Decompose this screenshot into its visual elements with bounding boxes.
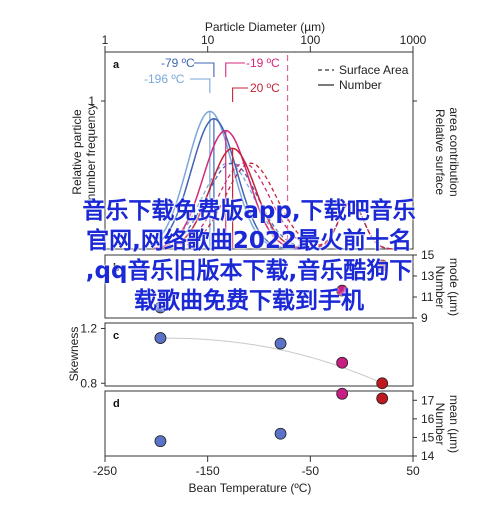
panel-a-curves <box>153 110 398 250</box>
legend-surface-area: Surface Area <box>339 63 409 77</box>
panel-a-yticks: 1 <box>88 94 417 108</box>
data-point <box>376 392 389 405</box>
bottom-axis-ticks: -250 -150 -50 50 <box>93 456 420 478</box>
trend-line <box>160 337 383 384</box>
panel-c-frame <box>104 322 414 387</box>
panel-a-leader-lines <box>190 62 248 102</box>
panel-b-tag: b <box>113 262 120 274</box>
panel-c-ylabel: Skewness <box>67 327 81 382</box>
panel-a-frame <box>104 51 414 250</box>
panel-b-frame <box>104 254 414 319</box>
surface-curve--79 <box>166 162 398 250</box>
ytick-label: 13 <box>421 269 435 283</box>
data-point <box>336 284 349 297</box>
ytick-label: 0.8 <box>80 376 97 390</box>
panel-b-ylabel-line1: Number <box>433 266 447 309</box>
panel-a-tag: a <box>113 59 120 71</box>
data-point <box>274 337 287 350</box>
ytick-label: 9 <box>421 311 428 325</box>
top-axis-ticks: 1 10 100 1000 <box>102 33 427 52</box>
leader-line-20 <box>232 87 248 102</box>
data-point <box>274 291 287 303</box>
bottom-tick-label: -150 <box>196 464 220 478</box>
ytick-label: 17 <box>421 393 435 407</box>
top-tick-label: 1 <box>102 33 109 47</box>
bottom-axis-title: Bean Temperature (ºC) <box>189 481 312 495</box>
data-point <box>376 377 389 390</box>
panel-c-tag: c <box>113 330 119 342</box>
leader-line--19 <box>225 62 245 77</box>
data-point <box>336 387 349 400</box>
legend-number: Number <box>339 78 382 92</box>
data-point <box>154 332 167 344</box>
bottom-tick-label: -50 <box>302 464 320 478</box>
number-curve-20 <box>153 147 306 250</box>
ytick-label: 14 <box>421 449 435 463</box>
panel-b-marks: 9 11 13 15 <box>154 248 435 325</box>
data-point <box>154 435 167 448</box>
panel-d-ylabel-line1: Number <box>433 403 447 446</box>
panel-a-right-ylabel-line1: Relative surface <box>433 109 447 195</box>
number-curve--19 <box>153 129 306 250</box>
label-minus-19: -19 ºC <box>246 56 280 70</box>
leader-line--196 <box>190 78 211 93</box>
ytick-label: 15 <box>421 248 435 262</box>
bottom-tick-label: 50 <box>406 464 420 478</box>
label-minus-79: -79 ºC <box>161 56 195 70</box>
panel-a-right-ylabel-line2: area contribution <box>447 107 461 196</box>
data-point <box>336 356 349 369</box>
bottom-tick-label: -250 <box>93 464 117 478</box>
ytick-label: 15 <box>421 430 435 444</box>
top-axis-title: Particle Diameter (µm) <box>205 20 325 34</box>
data-point <box>154 301 167 314</box>
panel-a-ytick-label: 1 <box>88 94 95 108</box>
panel-d-tag: d <box>113 398 120 410</box>
label-minus-196: -196 ºC <box>144 72 185 86</box>
top-tick-label: 100 <box>300 33 320 47</box>
panel-d-frame <box>104 390 414 457</box>
panel-a-left-ylabel-line1: Relative particle <box>70 109 84 195</box>
data-point <box>376 259 389 272</box>
ytick-label: 16 <box>421 412 435 426</box>
top-tick-label: 10 <box>201 33 215 47</box>
label-20: 20 ºC <box>250 81 280 95</box>
panel-a-left-ylabel-line2: number frequency <box>84 104 98 201</box>
surface-curve--19 <box>166 162 398 250</box>
surface-curve-20 <box>166 162 398 250</box>
top-tick-label: 1000 <box>400 33 427 47</box>
panel-b-ylabel-line2: mode (µm) <box>447 258 461 316</box>
ytick-label: 1.2 <box>80 321 97 335</box>
leader-line--79 <box>194 62 215 77</box>
data-point <box>274 427 287 440</box>
panel-c-marks: 0.8 1.2 <box>80 321 389 390</box>
panel-d-ylabel-line2: mean (µm) <box>447 395 461 453</box>
number-curve--79 <box>153 118 306 250</box>
ytick-label: 11 <box>421 290 434 304</box>
panel-d-marks: 14 15 16 17 <box>154 387 435 463</box>
